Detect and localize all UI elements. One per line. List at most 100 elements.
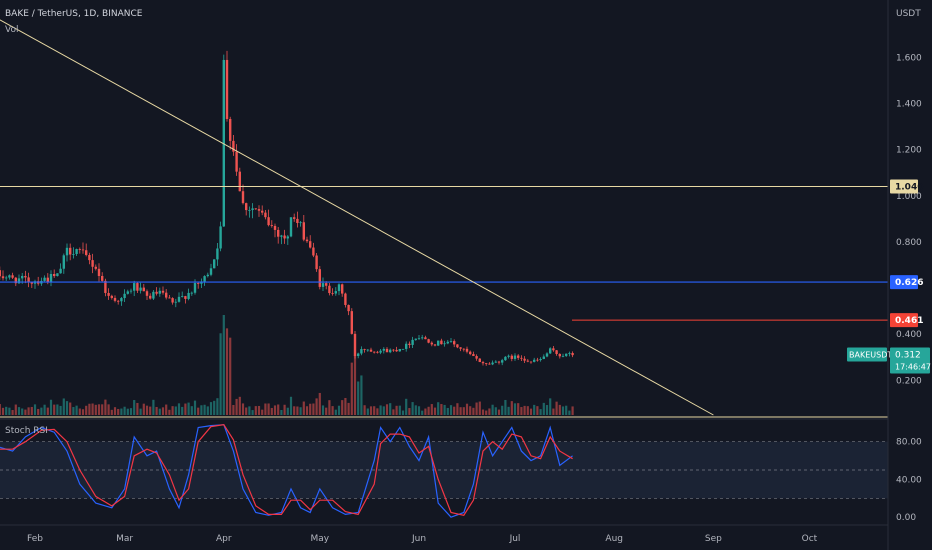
volume-bar <box>318 392 321 415</box>
volume-bar <box>433 407 437 415</box>
price-tick-label: 1.000 <box>896 192 922 202</box>
candle-body <box>334 291 337 294</box>
volume-bar <box>149 406 152 415</box>
candle-body <box>478 358 481 363</box>
volume-bar <box>293 406 296 415</box>
volume-bar <box>0 404 1 415</box>
candle-body <box>437 340 440 346</box>
candle-body <box>174 301 177 303</box>
volume-bar <box>152 399 155 415</box>
volume-bar <box>373 406 376 415</box>
volume-bar <box>529 408 533 415</box>
candle-body <box>107 292 110 296</box>
volume-bar <box>491 404 494 415</box>
volume-bar <box>344 397 347 415</box>
volume-bar <box>168 409 171 415</box>
candle-body <box>177 296 181 302</box>
volume-bar <box>517 403 520 415</box>
volume-bar <box>494 407 497 415</box>
volume-bar <box>81 409 85 415</box>
volume-bar <box>24 409 27 415</box>
volume-bar <box>184 403 187 415</box>
candle-body <box>561 355 565 357</box>
candle-body <box>449 341 453 342</box>
candle-body <box>366 349 369 351</box>
volume-bar <box>200 405 203 415</box>
candle-body <box>405 343 408 349</box>
volume-bar <box>280 409 283 415</box>
volume-indicator-label[interactable]: Vol <box>5 25 19 35</box>
candle-body <box>27 277 30 283</box>
level-tag-yellow: 1.040 <box>895 183 923 193</box>
volume-bar <box>78 408 81 415</box>
candle-body <box>350 311 353 334</box>
volume-bar <box>213 400 216 415</box>
candle-body <box>222 59 225 227</box>
candle-body <box>126 291 129 294</box>
volume-bar <box>555 401 558 415</box>
candle-body <box>395 349 398 352</box>
level-tag-blue-bg <box>890 275 918 290</box>
candle-body <box>533 359 536 362</box>
volume-bar <box>312 403 315 415</box>
symbol-tag: BAKEUSDT <box>849 351 892 360</box>
candle-body <box>485 363 488 365</box>
candle-body <box>414 338 417 340</box>
volume-bar <box>462 407 465 415</box>
candle-body <box>238 171 241 192</box>
volume-bar <box>427 406 430 415</box>
candle-body <box>392 349 395 351</box>
candle-body <box>555 350 558 355</box>
volume-bar <box>472 407 475 415</box>
symbol-title[interactable]: BAKE / TetherUS, 1D, BINANCE <box>5 9 143 19</box>
candle-body <box>430 342 433 345</box>
candle-body <box>347 304 350 312</box>
volume-bar <box>341 400 344 415</box>
volume-bar <box>325 407 328 415</box>
volume-bar <box>245 407 248 415</box>
volume-bar <box>56 404 59 415</box>
volume-bar <box>37 408 40 415</box>
volume-bar <box>414 405 417 415</box>
volume-bar <box>331 406 334 415</box>
volume-bar <box>571 406 574 415</box>
candle-body <box>318 269 321 287</box>
candle-body <box>133 283 136 291</box>
x-axis-month-label: Apr <box>216 534 232 544</box>
volume-bar <box>145 405 149 415</box>
volume-bar <box>430 404 433 415</box>
candle-body <box>110 295 113 298</box>
candle-body <box>529 361 533 363</box>
candle-body <box>504 356 507 361</box>
candle-body <box>379 350 382 353</box>
volume-bar <box>366 408 369 415</box>
volume-bar <box>136 402 139 415</box>
stoch-rsi-label[interactable]: Stoch RSI <box>5 426 48 436</box>
candle-body <box>382 348 385 351</box>
volume-bar <box>392 409 395 415</box>
volume-bar <box>395 405 398 415</box>
volume-bar <box>478 401 481 415</box>
volume-bar <box>536 406 539 415</box>
level-tag-red: 0.461 <box>895 316 923 326</box>
candle-body <box>158 290 161 294</box>
candle-body <box>427 339 430 343</box>
candle-body <box>120 298 123 302</box>
price-tick-label: 0.200 <box>896 376 922 386</box>
candle-body <box>360 349 363 354</box>
volume-bar <box>273 405 277 415</box>
volume-bar <box>181 406 184 415</box>
volume-bar <box>305 406 309 415</box>
candle-body <box>517 355 520 358</box>
level-tag-yellow-bg <box>890 179 918 194</box>
volume-bar <box>533 404 536 415</box>
candle-body <box>424 337 427 340</box>
volume-bar <box>43 404 46 415</box>
candle-body <box>165 292 168 298</box>
candle-body <box>149 295 152 299</box>
candle-body <box>104 280 107 293</box>
candle-body <box>328 285 331 294</box>
candle-body <box>545 353 549 357</box>
candle-body <box>369 349 373 352</box>
